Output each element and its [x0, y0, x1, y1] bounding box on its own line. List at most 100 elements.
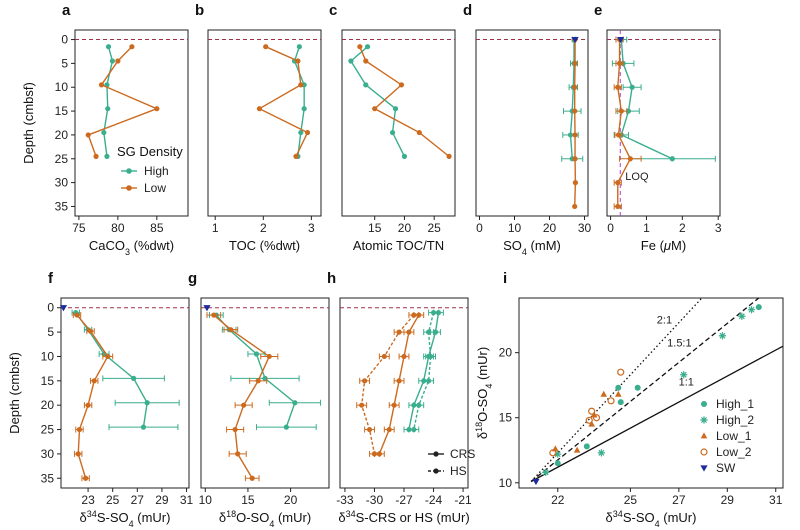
panel-d-xlabel: SO4 (mM) [503, 238, 561, 257]
panel-c-point [363, 58, 369, 64]
panel-i-xtick-label: 27 [672, 493, 686, 507]
panel-i-ylabel-sup: 18 [474, 422, 484, 432]
panel-a-point [104, 153, 110, 159]
panel-i-group-low_2 [549, 368, 625, 457]
panel-i-group-high_2 [542, 306, 756, 476]
panel-i-ref-label: 1.5:1 [667, 338, 691, 350]
panel-b-point [263, 44, 269, 50]
panel-f-letter: f [48, 270, 54, 287]
panel-h-letter: h [327, 270, 336, 287]
panel-h-point [426, 378, 432, 384]
panel-h-xlabel-post: S-CRS or HS (mUr) [356, 510, 470, 525]
panel-h-xlabel-sup: 34 [346, 509, 356, 519]
panel-a-ytick-label: 35 [55, 199, 69, 213]
panel-f-ylabel: Depth (cmbsf) [7, 352, 22, 434]
panel-b-point [298, 82, 304, 88]
panel-g-xlabel-sup: 18 [226, 509, 236, 519]
panel-g-point [228, 327, 234, 333]
panel-f-point [131, 375, 137, 381]
panel-i-group-sw [532, 478, 540, 486]
panel-f-xtick-label: 27 [131, 493, 145, 507]
panel-g-point [211, 312, 217, 318]
panel-h-xtick-label: -33 [336, 493, 354, 507]
panel-e-point [615, 84, 621, 90]
panel-g-xtick-label: 20 [284, 493, 298, 507]
panel-a-frame [74, 29, 189, 217]
panel-c-xtick-label: 15 [368, 221, 382, 235]
panel-d-point [572, 60, 578, 66]
panel-c-frame [341, 29, 456, 217]
panel-g-point [283, 424, 289, 430]
panel-a-point [109, 58, 116, 64]
panel-e-point [669, 156, 675, 162]
panel-i-point [615, 384, 622, 391]
panel-e-letter: e [594, 2, 602, 19]
panel-a-ytick-label: 5 [61, 56, 68, 70]
panel-i-ylabel-tail: (mUr) [475, 347, 490, 384]
panel-i-ylabel-post: O-SO [475, 389, 490, 422]
panel-d-xtick-label: 0 [476, 221, 483, 235]
panel-e-point [618, 108, 624, 114]
panel-d-xtick-label: 20 [543, 221, 557, 235]
panel-a-ytick-label: 15 [55, 104, 69, 118]
panel-d-series-low [572, 36, 579, 210]
panel-d-series-line [574, 39, 577, 207]
panel-a: a 75 80 85 0 5 10 15 20 25 30 35 CaCO3 (%dwt) Depth (… [21, 2, 189, 257]
panel-h-xtick-label: -30 [366, 493, 384, 507]
legend-label-crs: CRS [450, 447, 475, 461]
panel-i-letter: i [503, 270, 507, 287]
legend-label-hs: HS [450, 464, 467, 478]
panel-a-xtick-label: 85 [150, 221, 164, 235]
panel-d-point [572, 180, 579, 186]
panel-g-point [266, 353, 272, 360]
panel-g-point [249, 475, 255, 481]
panel-g-point [253, 351, 260, 357]
panel-i-xlabel: δ34S-SO4 (mUr) [606, 509, 697, 529]
panel-c-series-low [357, 44, 452, 159]
panel-g-series-low [206, 312, 279, 482]
panel-h-point [362, 378, 368, 384]
panel-f-point [85, 402, 91, 408]
panel-i-point [738, 312, 746, 320]
panel-i-point [554, 450, 562, 458]
panel-i-point [542, 468, 550, 476]
panel-i-ref-line-dashed [530, 297, 760, 482]
panel-i-xlabel-sup: 34 [613, 509, 623, 519]
panel-f: f 23 25 27 29 31 0 5 10 15 20 25 30 35 δ34S-SO4 (mUr) D… [7, 270, 194, 529]
panel-c-point [357, 44, 363, 50]
panel-e-xtick-label: 3 [715, 221, 722, 235]
panel-a-point [115, 58, 121, 64]
panel-d-point [567, 132, 574, 138]
panel-b-point [295, 58, 301, 64]
legend-label-low_2: Low_2 [716, 445, 752, 459]
panel-d-point [572, 132, 578, 138]
panel-i-point [617, 368, 625, 376]
panel-h-xtick-label: -21 [454, 493, 472, 507]
panel-i-point [573, 446, 581, 453]
panel-a-series-low [85, 44, 160, 159]
panel-d-frame [475, 29, 589, 217]
panel-a-ytick-label: 0 [61, 33, 68, 47]
legend-label-high: High [144, 164, 169, 178]
panel-i-point [600, 390, 608, 397]
panel-b-xtick-label: 1 [212, 221, 219, 235]
panel-i-ytick-label: 15 [499, 411, 513, 425]
legend-title: SG Density [117, 144, 183, 159]
panel-g-xlabel-text: δ [219, 510, 226, 525]
panel-f-series-line [76, 314, 109, 479]
panel-b-series-low [256, 44, 311, 159]
panel-a-ytick-label: 25 [55, 152, 69, 166]
panel-i-point [617, 399, 624, 406]
legend-label-low_1: Low_1 [716, 429, 752, 443]
panel-b-point [293, 153, 299, 159]
panel-d-xlabel-sub: 4 [522, 247, 527, 257]
panel-g-sw-marker [203, 305, 211, 312]
panel-g-point [232, 426, 238, 433]
panel-i-frame [518, 297, 784, 489]
panel-f-frame [60, 297, 190, 489]
panel-h-point [427, 353, 434, 360]
panel-h-series-low-dashed [356, 312, 420, 457]
panel-h-point [416, 402, 422, 408]
panel-e-xlabel-text: Fe ( [641, 238, 665, 253]
